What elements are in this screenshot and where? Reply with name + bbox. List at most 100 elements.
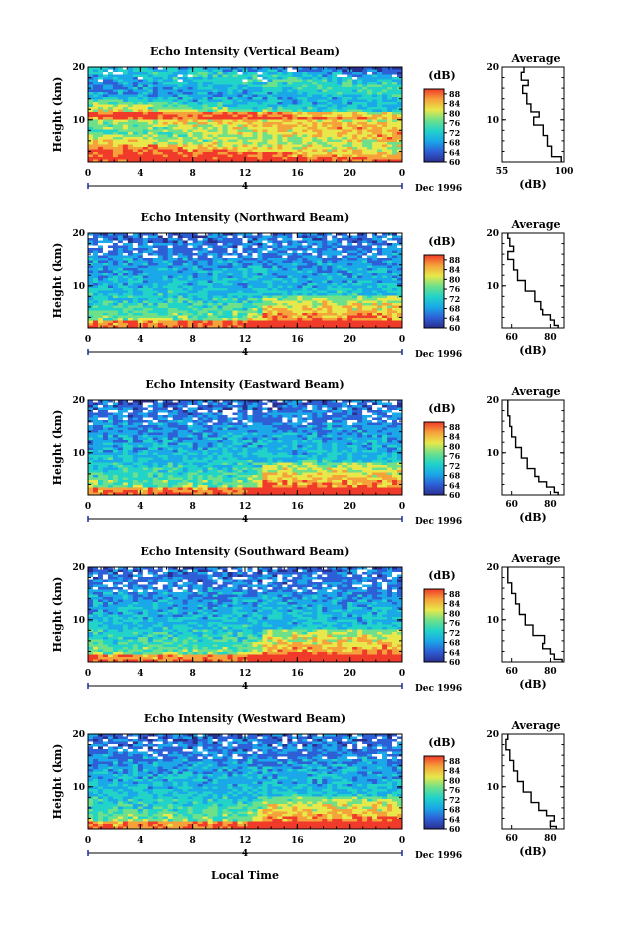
colorbar-tick-label: 84 (449, 99, 461, 109)
date-label: Dec 1996 (415, 684, 462, 694)
y-tick-label: 20 (72, 229, 85, 239)
date-label: Dec 1996 (415, 184, 462, 194)
profile-x-label: (dB) (519, 511, 546, 524)
y-axis-label: Height (km) (51, 744, 64, 820)
colorbar-tick-label: 64 (449, 480, 461, 490)
panel-1: Echo Intensity (Vertical Beam) 20 10 Height… (51, 45, 573, 194)
x-tick-label: 4 (137, 169, 143, 179)
x-tick-label: 12 (239, 502, 252, 512)
y-tick-label: 10 (72, 116, 85, 126)
colorbar-unit: (dB) (428, 402, 455, 415)
x-tick-label: 16 (291, 502, 304, 512)
colorbar-tick-label: 64 (449, 313, 461, 323)
profile-x-label: (dB) (519, 678, 546, 691)
profile-title: Average (510, 218, 560, 231)
date-label: Dec 1996 (415, 350, 462, 360)
heatmap (88, 233, 403, 329)
figure-xlabel: Local Time (211, 869, 279, 882)
profile-x-tick-label: 80 (544, 333, 557, 343)
x-tick-label: 0 (85, 502, 91, 512)
colorbar-tick-label: 64 (449, 814, 461, 824)
colorbar-tick-label: 72 (449, 461, 460, 471)
x-tick-label: 20 (343, 669, 356, 679)
x-tick-label: 16 (291, 169, 304, 179)
colorbar (423, 588, 445, 663)
colorbar-tick-label: 88 (449, 756, 461, 766)
day-label: 4 (242, 682, 248, 692)
x-tick-label: 12 (239, 669, 252, 679)
x-tick-label: 0 (85, 836, 91, 846)
x-tick-label: 20 (343, 502, 356, 512)
x-tick-label: 16 (291, 836, 304, 846)
day-label: 4 (242, 348, 248, 358)
y-tick-label: 10 (72, 616, 85, 626)
panel-title: Echo Intensity (Southward Beam) (141, 545, 350, 558)
x-tick-label: 12 (239, 335, 252, 345)
colorbar (423, 421, 445, 496)
heatmap (88, 400, 403, 496)
profile-x-tick-label: 60 (505, 834, 518, 844)
colorbar-tick-label: 76 (449, 451, 461, 461)
y-axis-label: Height (km) (51, 77, 64, 153)
colorbar-tick-label: 68 (449, 471, 461, 481)
y-tick-label: 10 (72, 783, 85, 793)
colorbar-tick-label: 60 (449, 157, 461, 167)
profile-title: Average (510, 719, 560, 732)
x-tick-label: 20 (343, 335, 356, 345)
x-tick-label: 16 (291, 669, 304, 679)
profile-y-tick-label: 10 (486, 616, 499, 626)
colorbar (423, 755, 445, 830)
y-axis-label: Height (km) (51, 243, 64, 319)
y-tick-label: 20 (72, 63, 85, 73)
colorbar-tick-label: 72 (449, 628, 460, 638)
colorbar-tick-label: 68 (449, 138, 461, 148)
colorbar-tick-label: 60 (449, 657, 461, 667)
colorbar-tick-label: 64 (449, 647, 461, 657)
y-tick-label: 20 (72, 563, 85, 573)
profile-x-tick-label: 100 (555, 167, 574, 177)
day-label: 4 (242, 515, 248, 525)
profile-x-label: (dB) (519, 845, 546, 858)
y-tick-label: 10 (72, 449, 85, 459)
profile-x-tick-label: 60 (505, 667, 518, 677)
panel-title: Echo Intensity (Northward Beam) (141, 211, 350, 224)
profile-frame (501, 66, 565, 163)
colorbar-tick-label: 68 (449, 638, 461, 648)
profile-y-tick-label: 10 (486, 449, 499, 459)
panel-2: Echo Intensity (Northward Beam) 20 10 Heigh… (51, 211, 565, 360)
colorbar-tick-label: 76 (449, 785, 461, 795)
profile-x-label: (dB) (519, 178, 546, 191)
x-tick-label: 4 (137, 669, 143, 679)
profile-x-tick-label: 60 (505, 333, 518, 343)
profile-x-tick-label: 80 (544, 834, 557, 844)
colorbar (423, 88, 445, 163)
colorbar-tick-label: 72 (449, 128, 460, 138)
profile-title: Average (510, 52, 560, 65)
colorbar-tick-label: 80 (449, 608, 461, 618)
colorbar-tick-label: 60 (449, 490, 461, 500)
colorbar-tick-label: 60 (449, 323, 461, 333)
profile-frame (501, 566, 565, 663)
heatmap (88, 734, 403, 830)
colorbar-unit: (dB) (428, 736, 455, 749)
x-tick-label: 8 (190, 836, 196, 846)
panel-title: Echo Intensity (Eastward Beam) (145, 378, 344, 391)
colorbar-tick-label: 84 (449, 265, 461, 275)
colorbar-unit: (dB) (428, 569, 455, 582)
y-tick-label: 20 (72, 396, 85, 406)
mean-profile-line (507, 567, 563, 662)
colorbar-tick-label: 84 (449, 599, 461, 609)
colorbar-tick-label: 64 (449, 147, 461, 157)
y-axis-label: Height (km) (51, 410, 64, 486)
colorbar-tick-label: 84 (449, 432, 461, 442)
profile-y-tick-label: 20 (486, 63, 499, 73)
x-tick-label: 20 (343, 836, 356, 846)
x-tick-label: 4 (137, 502, 143, 512)
colorbar-tick-label: 88 (449, 589, 461, 599)
colorbar-tick-label: 76 (449, 118, 461, 128)
profile-frame (501, 232, 565, 329)
profile-y-tick-label: 20 (486, 229, 499, 239)
colorbar-tick-label: 76 (449, 618, 461, 628)
x-tick-label: 4 (137, 836, 143, 846)
